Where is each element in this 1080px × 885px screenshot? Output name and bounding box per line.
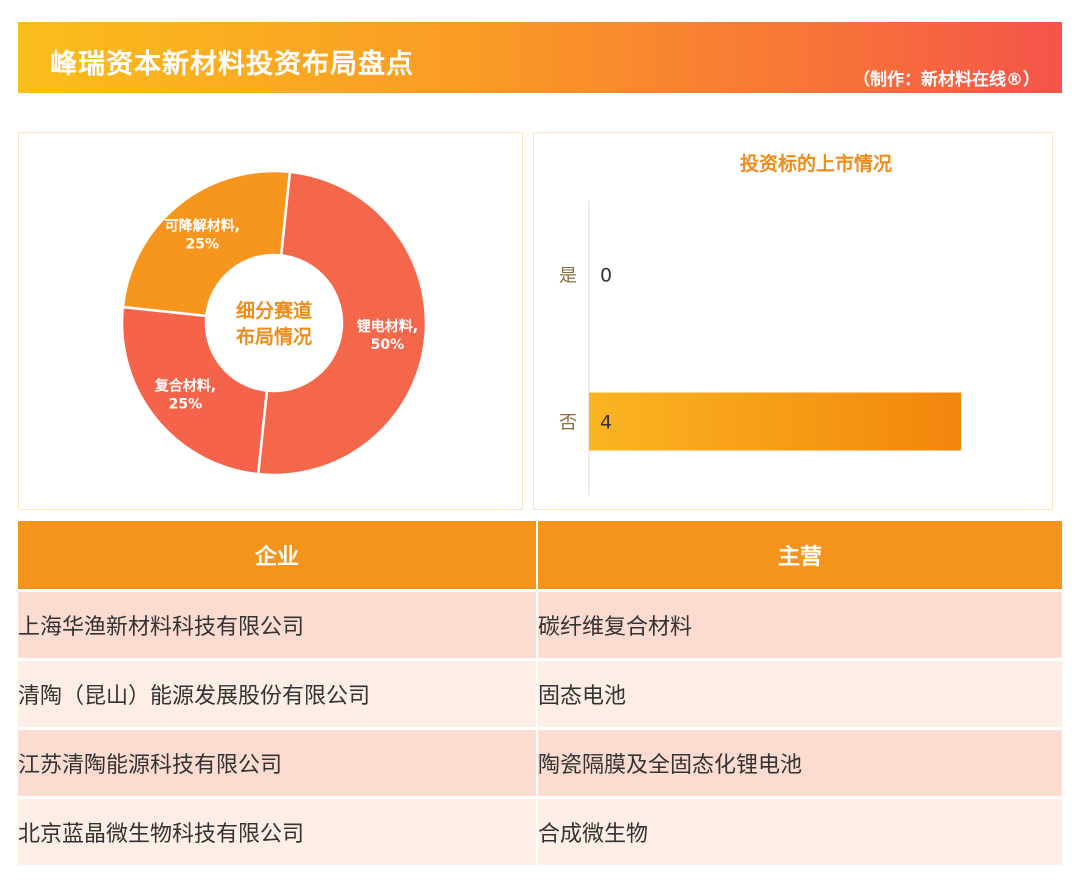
donut-panel: 锂电材料, 50% 复合材料, 25% 可降解材料, 25% 细分赛道布局情况 [18,132,523,510]
slice-value-label: 25% [185,236,219,252]
slice-label: 复合材料, [154,378,216,395]
slice-label: 可降解材料, [165,217,240,234]
bar-value-label: 0 [600,265,612,287]
business-cell: 固态电池 [536,658,1062,727]
business-cell: 碳纤维复合材料 [536,589,1062,658]
slice-label: 锂电材料, [357,318,418,335]
company-cell: 上海华渔新材料科技有限公司 [18,589,536,658]
company-cell: 清陶（昆山）能源发展股份有限公司 [18,658,536,727]
table-row: 北京蓝晶微生物科技有限公司 合成微生物 [18,796,1062,865]
category-label: 是 [559,266,577,287]
donut-center-label: 细分赛道 [236,299,312,322]
table-header-row: 企业 主营 [18,521,1062,589]
slice-value-label: 25% [169,397,203,413]
business-cell: 合成微生物 [536,796,1062,865]
donut-slice [121,169,292,318]
page-title: 峰瑞资本新材料投资布局盘点 [50,49,414,80]
company-cell: 江苏清陶能源科技有限公司 [18,727,536,796]
header-business: 主营 [536,521,1062,589]
donut-slice [256,170,427,477]
company-cell: 北京蓝晶微生物科技有限公司 [18,796,536,865]
table-row: 江苏清陶能源科技有限公司 陶瓷隔膜及全固态化锂电池 [18,727,1062,796]
bar-panel: 投资标的上市情况是 0 否 4 [533,132,1053,510]
table-row: 清陶（昆山）能源发展股份有限公司 固态电池 [18,658,1062,727]
bar-chart-title: 投资标的上市情况 [740,152,892,175]
category-label: 否 [559,413,577,434]
title-banner: 峰瑞资本新材料投资布局盘点 （制作：新材料在线®） [18,22,1062,93]
company-table: 企业 主营 上海华渔新材料科技有限公司 碳纤维复合材料 清陶（昆山）能源发展股份… [18,521,1062,865]
business-cell: 陶瓷隔膜及全固态化锂电池 [536,727,1062,796]
credit-text: （制作：新材料在线®） [853,70,1040,90]
donut-slice [120,305,269,476]
slice-value-label: 50% [371,337,405,353]
bar [589,392,962,451]
donut-center-label: 布局情况 [236,325,312,348]
table-row: 上海华渔新材料科技有限公司 碳纤维复合材料 [18,589,1062,658]
bar-value-label: 4 [600,412,612,434]
header-company: 企业 [18,521,536,589]
